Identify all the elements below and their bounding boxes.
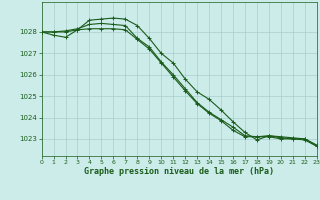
X-axis label: Graphe pression niveau de la mer (hPa): Graphe pression niveau de la mer (hPa) xyxy=(84,167,274,176)
